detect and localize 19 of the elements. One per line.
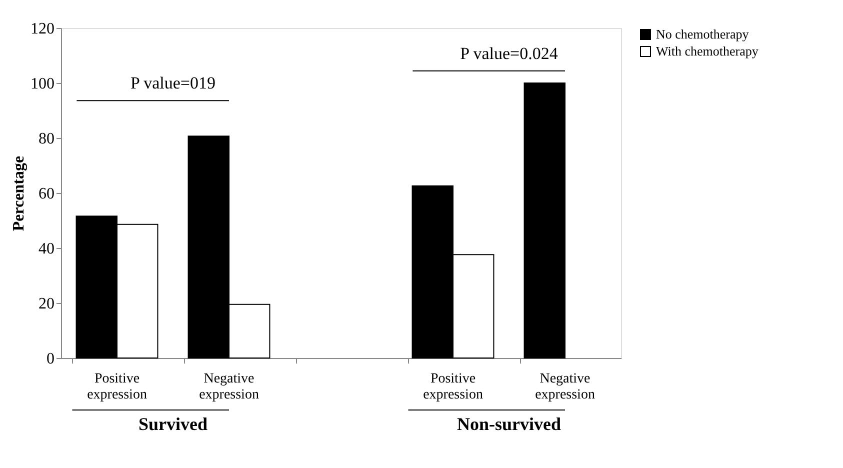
y-tick-label: 100: [30, 76, 54, 92]
y-axis-title: Percentage: [10, 156, 28, 232]
y-tick-label: 20: [38, 296, 54, 312]
annotation: P value=0.024: [460, 44, 558, 63]
legend-label: With chemotherapy: [656, 44, 759, 58]
y-tick-label: 40: [38, 240, 54, 258]
annotation: P value=019: [130, 74, 216, 93]
legend-label: No chemotherapy: [656, 26, 750, 42]
x-tick-label: Negative expression: [199, 372, 259, 402]
text: Survived: [138, 414, 208, 434]
y-tick-label: 120: [30, 20, 54, 38]
bar: [524, 82, 566, 358]
text: Non-survived: [456, 414, 562, 434]
y-tick-label: 0: [46, 350, 54, 368]
y-tick-label: 60: [38, 186, 54, 202]
x-tick-label: Negative expression: [535, 372, 595, 402]
x-tick-label: Positive expression: [423, 372, 483, 402]
x-tick-label: Positive expression: [87, 372, 147, 402]
y-tick-label: 80: [38, 130, 54, 148]
